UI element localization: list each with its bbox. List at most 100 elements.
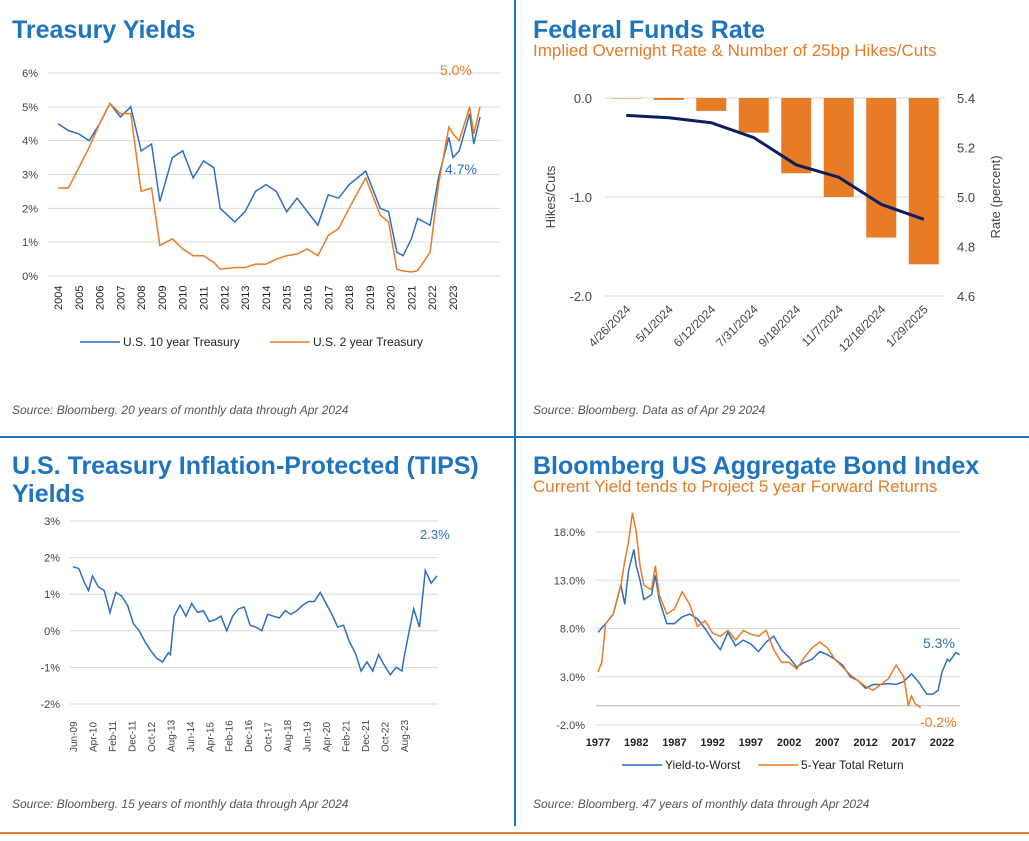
fed-bar: [653, 98, 684, 100]
bottom-divider: [0, 832, 1029, 834]
fed-y2tick: 5.4: [957, 91, 975, 106]
vertical-divider: [514, 0, 516, 826]
agg-xtick: 2017: [892, 737, 916, 749]
treasury-2y-legend-label: U.S. 2 year Treasury: [313, 335, 423, 349]
fed-y2tick: 4.8: [957, 240, 975, 255]
tips-ytick: 3%: [44, 516, 60, 528]
treasury-xtick: 2008: [136, 286, 148, 310]
tips-xtick: Jun-14: [186, 721, 197, 752]
treasury-10y-legend-label: U.S. 10 year Treasury: [123, 335, 240, 349]
fed-ylabel: Hikes/Cuts: [543, 165, 558, 228]
treasury-source: Source: Bloomberg. 20 years of monthly d…: [12, 403, 349, 417]
agg-xtick: 2022: [930, 737, 954, 749]
fed-y2tick: 4.6: [957, 289, 975, 304]
agg-xtick: 1992: [700, 737, 724, 749]
agg-xtick: 1997: [739, 737, 763, 749]
tips-xtick: Feb-16: [225, 720, 236, 752]
tips-xtick: Aug-23: [400, 719, 411, 752]
tips-xtick: Apr-15: [205, 722, 216, 752]
agg-annotation-return: -0.2%: [920, 714, 957, 730]
treasury-xtick: 2007: [115, 286, 127, 310]
tips-ytick: 1%: [44, 589, 60, 601]
fed-bar: [738, 98, 769, 133]
treasury-xtick: 2015: [282, 286, 294, 310]
agg-return-legend-label: 5-Year Total Return: [801, 758, 904, 772]
agg-source: Source: Bloomberg. 47 years of monthly d…: [533, 797, 870, 811]
agg-xtick: 2007: [815, 737, 839, 749]
treasury-xtick: 2022: [427, 286, 439, 310]
horizontal-divider: [0, 436, 1029, 438]
agg-title: Bloomberg US Aggregate Bond Index: [533, 452, 980, 480]
treasury-xtick: 2011: [199, 286, 211, 310]
fed-subtitle: Implied Overnight Rate & Number of 25bp …: [533, 41, 937, 60]
fed-y2label: Rate (percent): [988, 155, 1003, 238]
fed-bar: [696, 98, 727, 111]
treasury-xtick: 2014: [261, 286, 273, 310]
tips-xtick: Feb-11: [108, 721, 119, 752]
tips-annotation: 2.3%: [420, 527, 450, 542]
tips-xtick: Oct-12: [147, 722, 158, 752]
tips-source: Source: Bloomberg. 15 years of monthly d…: [12, 797, 349, 811]
treasury-xtick: 2005: [74, 286, 86, 310]
series-line-2y: [58, 102, 481, 273]
fed-xtick: 5/1/2024: [633, 302, 676, 345]
tips-xtick: Jun-09: [69, 721, 80, 752]
tips-xtick: Aug-13: [166, 719, 177, 752]
tips-xtick: Aug-18: [283, 719, 294, 752]
agg-annotation-ytw: 5.3%: [923, 635, 955, 651]
fed-title: Federal Funds Rate: [533, 16, 765, 44]
treasury-xtick: 2023: [448, 286, 460, 310]
annotation-2y: 5.0%: [440, 62, 472, 78]
agg-xtick: 1982: [624, 737, 648, 749]
treasury-xtick: 2012: [219, 286, 231, 310]
tips-ytick: -1%: [40, 662, 60, 674]
agg-ytw-legend-label: Yield-to-Worst: [665, 758, 741, 772]
treasury-xtick: 2020: [386, 286, 398, 310]
agg-return-line: [597, 512, 922, 709]
agg-ytick: 8.0%: [560, 624, 585, 636]
treasury-xtick: 2016: [302, 286, 314, 310]
treasury-xtick: 2004: [53, 286, 65, 310]
tips-xtick: Feb-21: [342, 720, 353, 752]
treasury-xtick: 2013: [240, 286, 252, 310]
fed-y2tick: 5.2: [957, 141, 975, 156]
fed-bar: [908, 98, 939, 265]
agg-ytick: 18.0%: [554, 527, 585, 539]
fed-ytick: 0.0: [574, 91, 592, 106]
tips-ytick: -2%: [40, 699, 60, 711]
tips-xtick: Dec-11: [127, 720, 138, 752]
tips-xtick: Oct-17: [264, 722, 275, 752]
treasury-xtick: 2018: [344, 286, 356, 310]
treasury-ytick: 0%: [22, 271, 38, 283]
treasury-ytick: 3%: [22, 170, 38, 182]
fed-source: Source: Bloomberg. Data as of Apr 29 202…: [533, 403, 766, 417]
fed-bar: [866, 98, 897, 238]
agg-ytick: 3.0%: [560, 672, 585, 684]
agg-ytw-line: [597, 549, 960, 695]
fed-ytick: -2.0: [570, 289, 592, 304]
tips-line: [72, 566, 438, 677]
fed-bar: [611, 98, 642, 99]
treasury-ytick: 4%: [22, 136, 38, 148]
tips-xtick: Dec-16: [244, 719, 255, 752]
tips-xtick: Jun-19: [303, 721, 314, 752]
fed-y2tick: 5.0: [957, 190, 975, 205]
fed-xtick: 7/31/2024: [713, 302, 761, 350]
annotation-10y: 4.7%: [445, 161, 477, 177]
tips-xtick: Apr-10: [88, 722, 99, 752]
fed-ytick: -1.0: [570, 190, 592, 205]
agg-ytick: 13.0%: [554, 575, 585, 587]
fed-bar: [781, 98, 812, 174]
treasury-xtick: 2019: [365, 286, 377, 310]
tips-xtick: Apr-20: [322, 722, 333, 752]
treasury-xtick: 2017: [323, 286, 335, 310]
treasury-xtick: 2006: [95, 286, 107, 310]
treasury-ytick: 6%: [22, 68, 38, 80]
fed-xtick: 4/26/2024: [586, 302, 634, 350]
agg-xtick: 1977: [586, 737, 610, 749]
tips-title: U.S. Treasury Inflation-Protected (TIPS)…: [12, 452, 479, 508]
tips-xtick: Oct-22: [380, 722, 391, 752]
tips-ytick: 0%: [44, 626, 60, 638]
treasury-ytick: 2%: [22, 203, 38, 215]
